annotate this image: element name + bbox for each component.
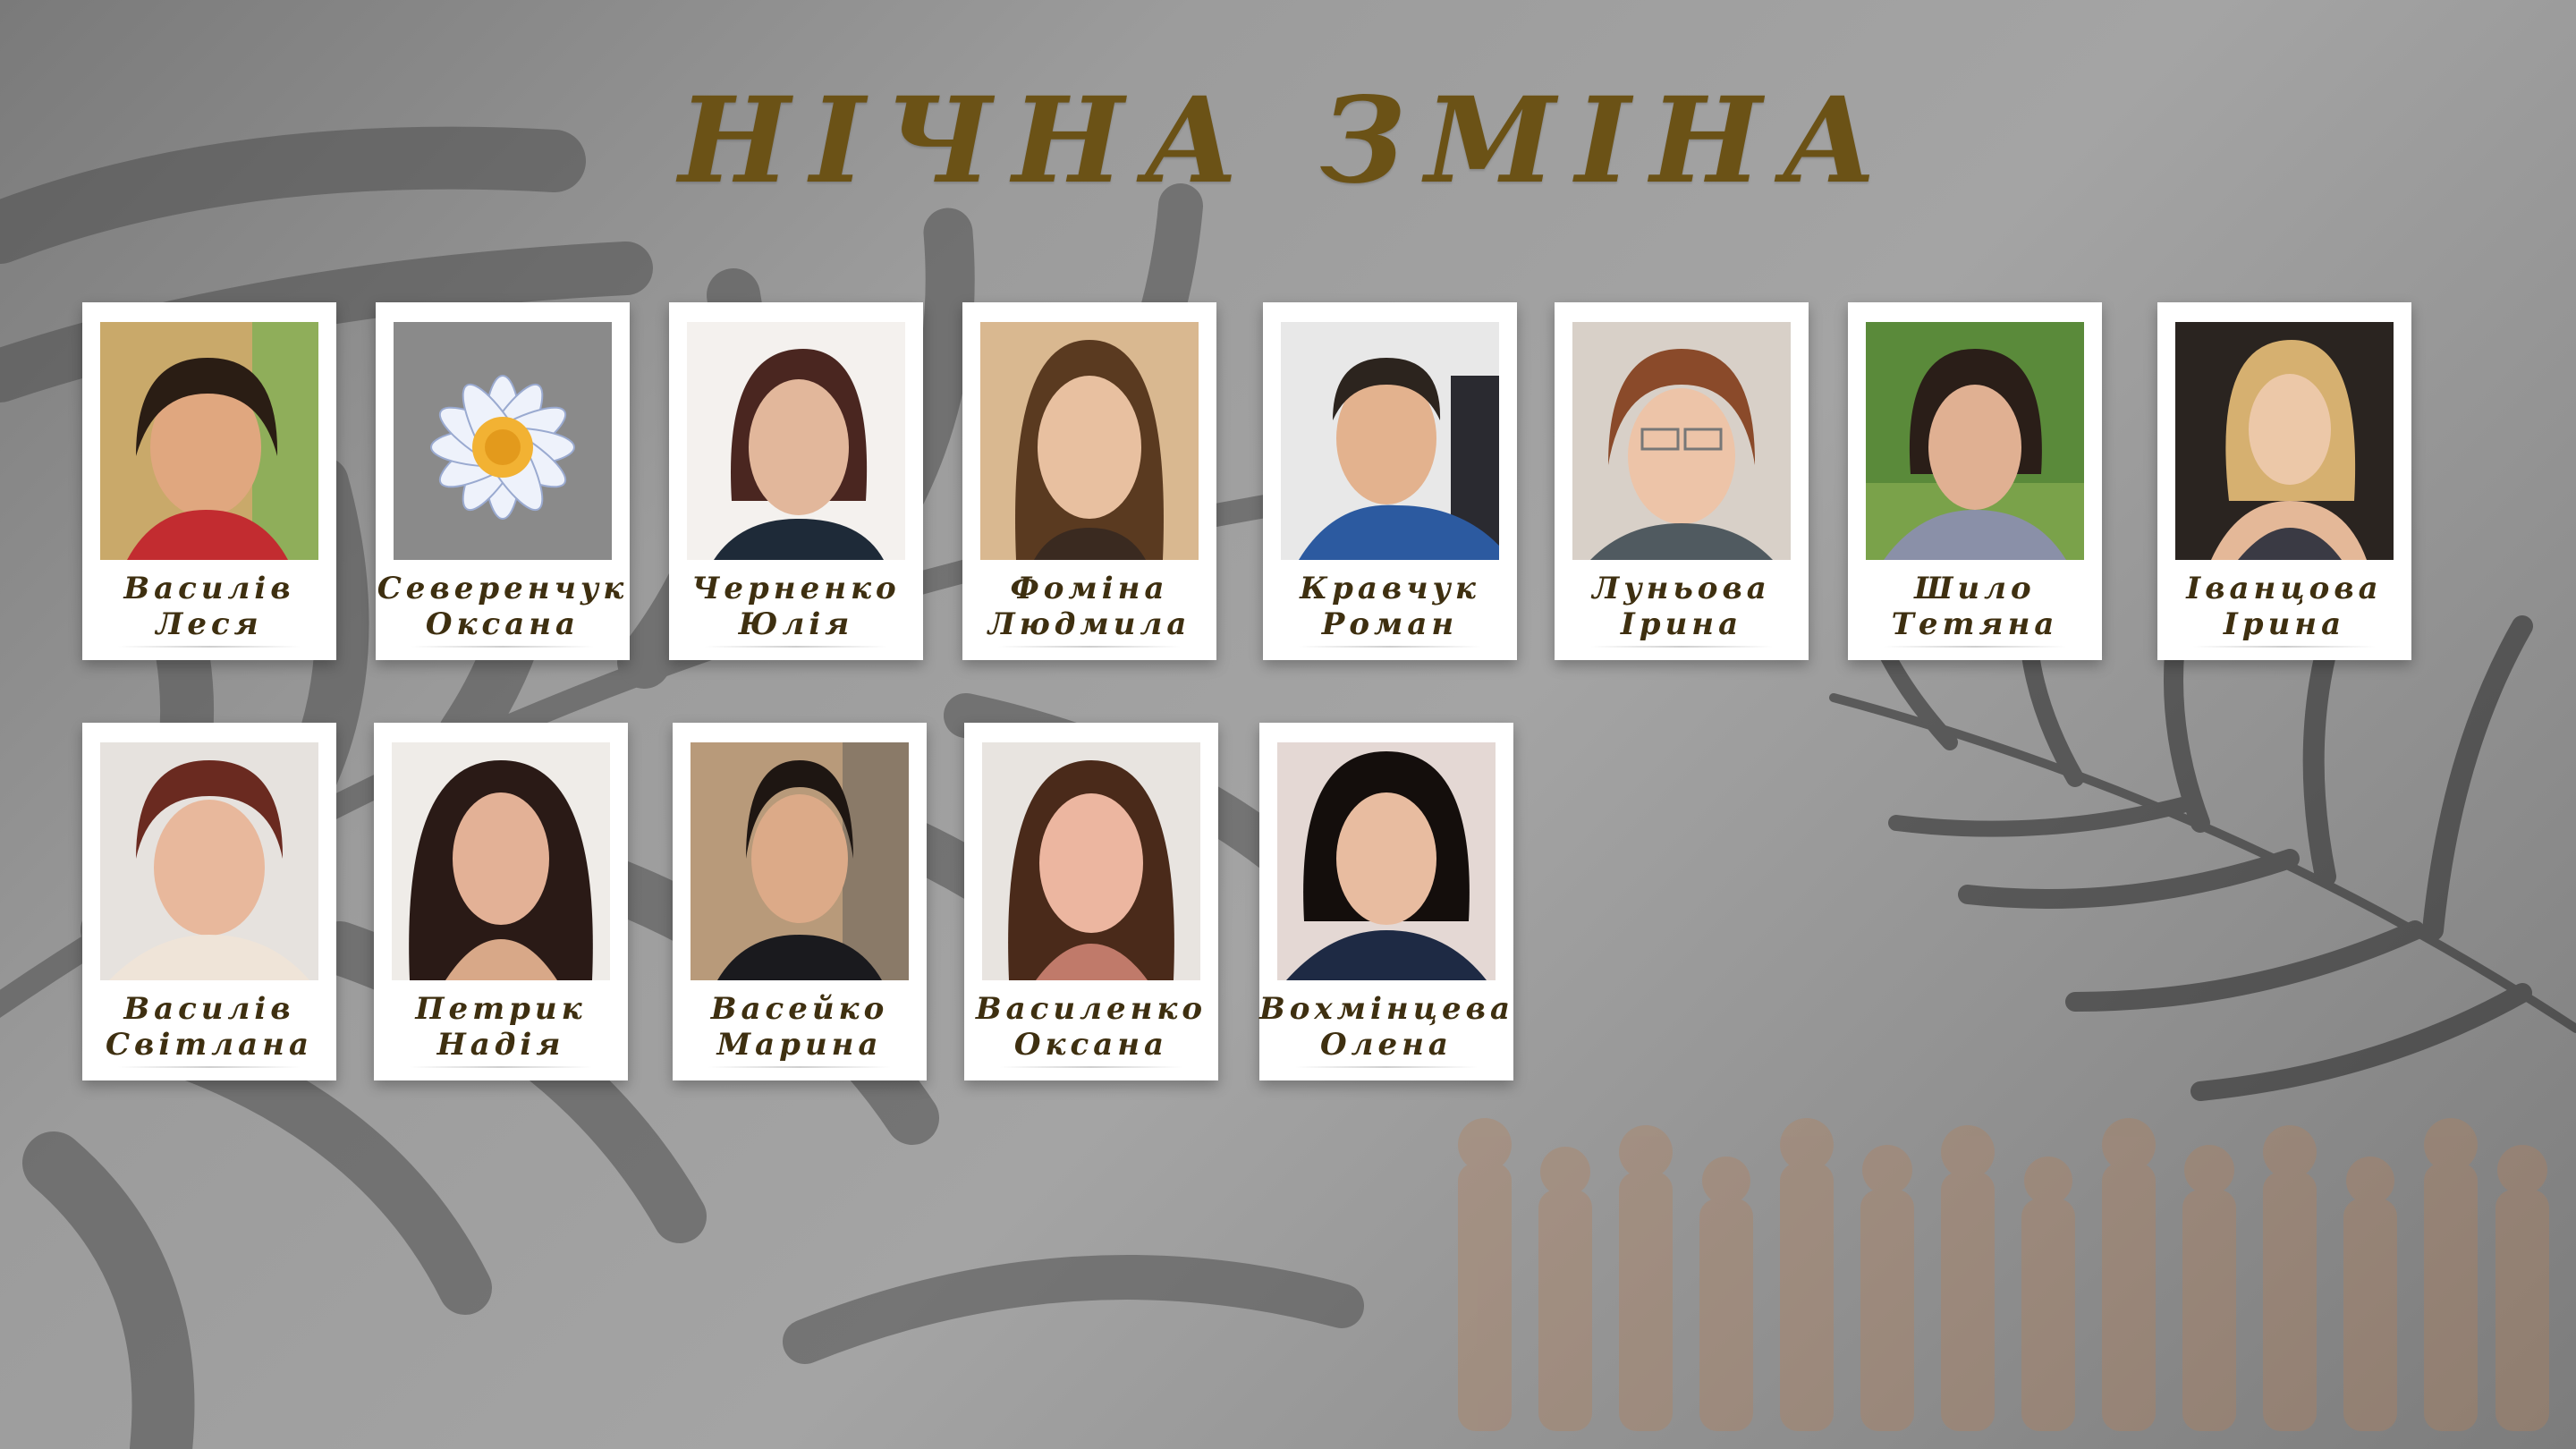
person-surname: Вохмінцева	[1259, 991, 1515, 1027]
person-surname: Василенко	[975, 991, 1208, 1027]
person-surname: Шило	[1914, 571, 2036, 606]
person-first-name: Надія	[436, 1027, 565, 1063]
person-surname: Іванцова	[2186, 571, 2383, 606]
person-first-name: Леся	[156, 606, 263, 642]
person-card: Кравчук Роман	[1263, 302, 1517, 660]
portrait-photo	[2175, 322, 2394, 560]
portrait-photo	[1281, 322, 1499, 560]
person-surname: Василів	[123, 991, 295, 1027]
person-card: Черненко Юлія	[669, 302, 923, 660]
person-first-name: Ірина	[2223, 606, 2346, 642]
daisy-flower-image	[394, 322, 612, 560]
person-surname: Петрик	[415, 991, 587, 1027]
portrait-photo	[100, 322, 318, 560]
crowd-silhouette-decoration	[1458, 1118, 2549, 1431]
person-surname: Северенчук	[377, 571, 629, 606]
portrait-photo	[982, 742, 1200, 980]
portrait-photo	[691, 742, 909, 980]
portrait-photo	[1277, 742, 1496, 980]
person-card: Луньова Ірина	[1555, 302, 1809, 660]
person-surname: Васейко	[710, 991, 889, 1027]
person-card: Северенчук Оксана	[376, 302, 630, 660]
person-first-name: Тетяна	[1891, 606, 2059, 642]
person-card: Василенко Оксана	[964, 723, 1218, 1080]
person-first-name: Марина	[716, 1027, 883, 1063]
person-card: Васейко Марина	[673, 723, 927, 1080]
person-first-name: Світлана	[105, 1027, 313, 1063]
person-first-name: Ірина	[1620, 606, 1743, 642]
person-first-name: Олена	[1320, 1027, 1453, 1063]
portrait-photo	[392, 742, 610, 980]
portrait-photo	[1866, 322, 2084, 560]
person-card: Вохмінцева Олена	[1259, 723, 1513, 1080]
portrait-photo	[687, 322, 905, 560]
person-card: Шило Тетяна	[1848, 302, 2102, 660]
page-title: НІЧНА ЗМІНА	[678, 72, 1898, 210]
person-card: Іванцова Ірина	[2157, 302, 2411, 660]
person-first-name: Роман	[1321, 606, 1459, 642]
portrait-photo	[1572, 322, 1791, 560]
person-card: Петрик Надія	[374, 723, 628, 1080]
person-card: Василів Леся	[82, 302, 336, 660]
person-first-name: Людмила	[987, 606, 1191, 642]
person-surname: Черненко	[691, 571, 901, 606]
portrait-photo	[100, 742, 318, 980]
person-first-name: Юлія	[738, 606, 854, 642]
person-surname: Фоміна	[1010, 571, 1169, 606]
person-card: Василів Світлана	[82, 723, 336, 1080]
person-first-name: Оксана	[1013, 1027, 1169, 1063]
person-surname: Луньова	[1592, 571, 1771, 606]
person-card: Фоміна Людмила	[962, 302, 1216, 660]
person-first-name: Оксана	[425, 606, 580, 642]
person-surname: Кравчук	[1300, 571, 1480, 606]
portrait-photo	[980, 322, 1199, 560]
person-surname: Василів	[123, 571, 295, 606]
